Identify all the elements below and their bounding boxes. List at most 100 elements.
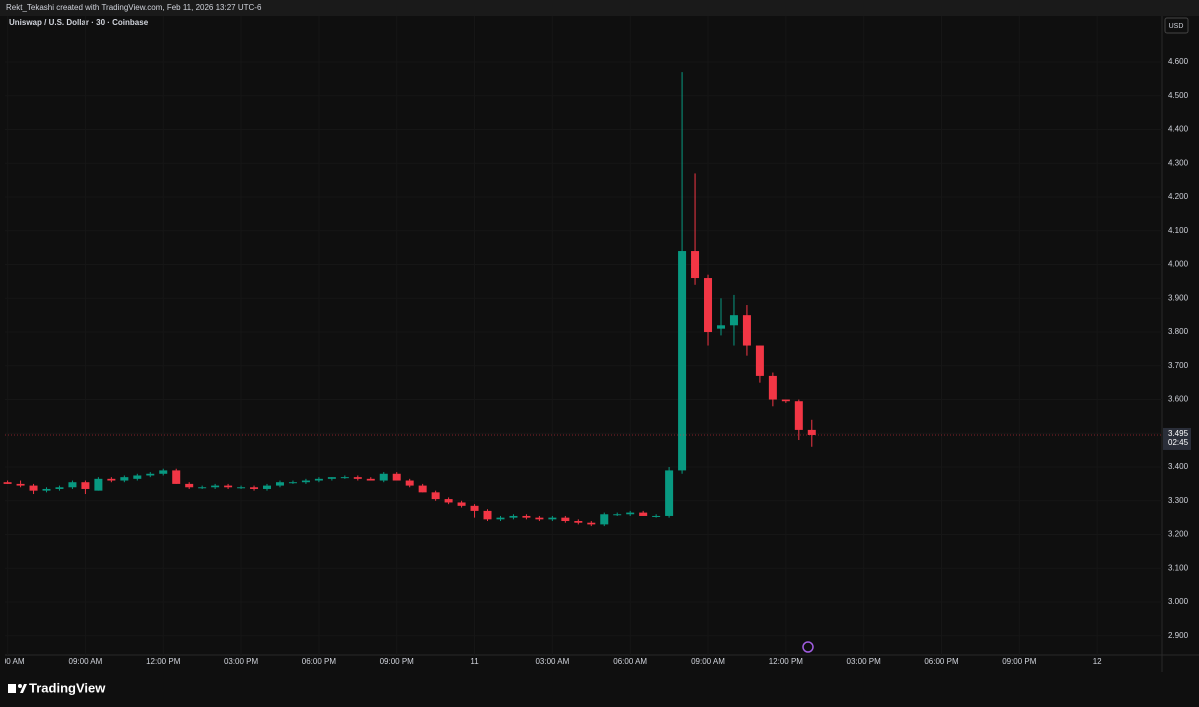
candle-body <box>561 517 570 522</box>
candle-body <box>405 480 414 486</box>
x-tick-label: 06:00 PM <box>302 657 337 666</box>
candle-body <box>198 487 207 489</box>
candle-body <box>613 514 622 516</box>
candle-body <box>781 399 790 402</box>
candle-body <box>483 510 492 520</box>
candle-body <box>301 480 310 483</box>
x-tick-label: 03:00 PM <box>847 657 882 666</box>
y-tick-label: 4.100 <box>1168 226 1189 235</box>
candle-body <box>639 512 648 516</box>
candle-body <box>716 325 725 329</box>
candle-body <box>470 505 479 511</box>
y-tick-label: 3.700 <box>1168 361 1189 370</box>
candle-body <box>68 482 77 488</box>
candle-body <box>626 512 635 515</box>
header-bar <box>0 0 1199 16</box>
candle-body <box>742 315 751 346</box>
x-tick-label: 06:00 AM <box>613 657 647 666</box>
candle-body <box>55 487 64 489</box>
candle-body <box>159 470 168 474</box>
last-price-label: 3.495 <box>1168 429 1189 438</box>
y-tick-label: 3.100 <box>1168 563 1189 572</box>
candle-body <box>755 345 764 376</box>
candle-body <box>107 478 116 481</box>
y-tick-label: 3.900 <box>1168 293 1189 302</box>
x-tick-label: 12 <box>1093 657 1102 666</box>
candle-body <box>81 482 90 489</box>
logo-mark <box>8 684 16 693</box>
logo-mark <box>20 684 27 693</box>
plot <box>3 16 1162 655</box>
x-tick-label: 12:00 PM <box>146 657 181 666</box>
candle-body <box>237 487 246 489</box>
x-tick-label: 09:00 AM <box>691 657 725 666</box>
candle-body <box>29 485 38 491</box>
candle-body <box>444 499 453 503</box>
x-tick-label: 12:00 PM <box>769 657 804 666</box>
candle-body <box>548 517 557 520</box>
candle-body <box>250 487 259 489</box>
candle-body <box>94 478 103 491</box>
candle-body <box>146 473 155 476</box>
candle-body <box>431 492 440 500</box>
y-tick-label: 3.200 <box>1168 530 1189 539</box>
candle-body <box>185 483 194 488</box>
candle-body <box>314 478 323 481</box>
currency-box[interactable] <box>1164 17 1189 34</box>
candle-body <box>587 522 596 525</box>
y-tick-label: 4.300 <box>1168 158 1189 167</box>
candle-body <box>768 375 777 400</box>
candle-body <box>353 477 362 479</box>
currency: USD <box>1169 23 1184 30</box>
candle-body <box>392 473 401 481</box>
candle-body <box>509 515 518 518</box>
candle-body <box>600 514 609 525</box>
y-tick-label: 3.000 <box>1168 597 1189 606</box>
x-tick-label: 11 <box>470 657 479 666</box>
candle-body <box>574 521 583 523</box>
candle-body <box>652 515 661 517</box>
candle-body <box>16 483 25 486</box>
x-tick-label: 09:00 PM <box>1002 657 1037 666</box>
candle-body <box>224 485 233 488</box>
x-tick-label: 09:00 AM <box>69 657 103 666</box>
last-price-box <box>1163 427 1191 450</box>
logo <box>8 684 27 693</box>
candle-body <box>211 485 220 488</box>
y-tick-label: 4.000 <box>1168 260 1189 269</box>
y-tick-label: 3.600 <box>1168 395 1189 404</box>
x-tick-label: 09:00 PM <box>380 657 415 666</box>
x-tick-label: 06:00 PM <box>924 657 959 666</box>
logo-text: TradingView <box>29 680 106 695</box>
candle-body <box>418 485 427 493</box>
y-tick-label: 4.600 <box>1168 57 1189 66</box>
time-axis: 06:00 AM 09:00 AM 12:00 PM 03:00 PM 06:00 PM… <box>0 657 1102 666</box>
y-tick-label: 4.500 <box>1168 91 1189 100</box>
candle-body <box>288 482 297 484</box>
candle-body <box>665 470 674 516</box>
candle-body <box>133 475 142 479</box>
candle-body <box>535 517 544 520</box>
footer <box>0 672 1199 707</box>
y-tick-label: 3.400 <box>1168 462 1189 471</box>
candle-body <box>522 515 531 518</box>
y-tick-label: 2.900 <box>1168 631 1189 640</box>
y-tick-label: 4.200 <box>1168 192 1189 201</box>
candle-body <box>42 488 51 491</box>
candle-body <box>457 502 466 506</box>
x-tick-label: 06:00 AM <box>0 657 25 666</box>
candle-body <box>275 482 284 486</box>
event-icon[interactable] <box>802 641 814 653</box>
candle-body <box>807 429 816 435</box>
candle-body <box>678 251 687 471</box>
candle-body <box>263 485 272 489</box>
candle-body <box>120 477 129 481</box>
y-tick-label: 3.800 <box>1168 327 1189 336</box>
candle-body <box>704 278 713 333</box>
candle-body <box>794 401 803 430</box>
candle-body <box>327 477 336 479</box>
x-tick-label: 03:00 PM <box>224 657 259 666</box>
